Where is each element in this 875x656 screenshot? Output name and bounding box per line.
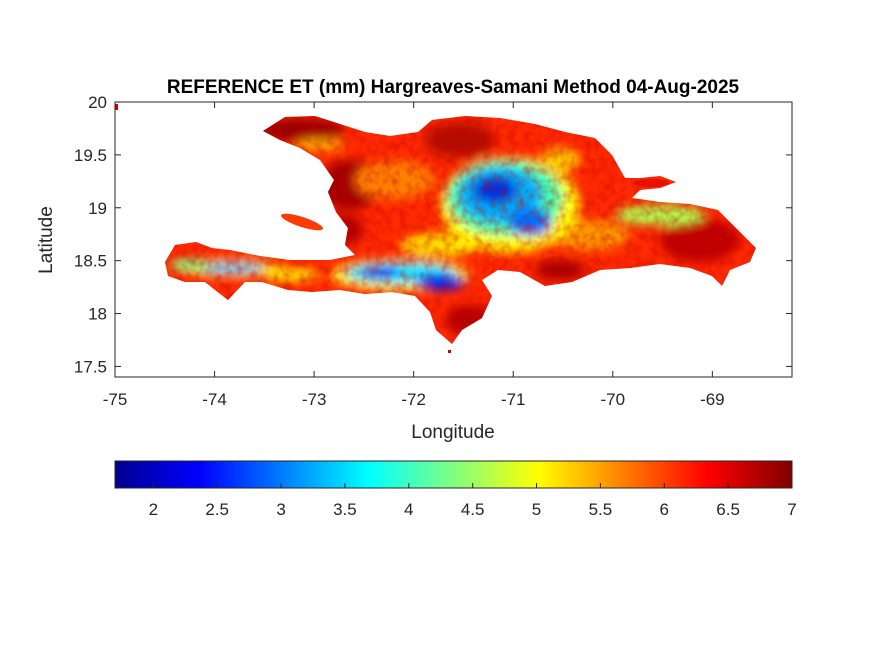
colorbar-tick-label: 2.5 xyxy=(205,500,229,519)
x-axis-label: Longitude xyxy=(411,422,494,443)
x-tick-label: -71 xyxy=(501,390,526,409)
x-tick-label: -73 xyxy=(302,390,327,409)
y-tick-label: 18 xyxy=(88,305,107,324)
colorbar xyxy=(114,460,793,489)
map-title: REFERENCE ET (mm) Hargreaves-Samani Meth… xyxy=(167,77,740,98)
x-tick-label: -74 xyxy=(202,390,227,409)
colorbar-tick-label: 4.5 xyxy=(461,500,485,519)
x-tick-label: -72 xyxy=(401,390,426,409)
gonave-island xyxy=(281,213,323,231)
y-tick-label: 18.5 xyxy=(74,252,107,271)
corner-speck xyxy=(115,104,118,110)
beata-speck xyxy=(448,350,451,353)
x-tick-label: -75 xyxy=(103,390,128,409)
colorbar-tick-label: 7 xyxy=(787,500,796,519)
colorbar-tick-label: 2 xyxy=(149,500,158,519)
x-axis-ticks: -75 -74 -73 -72 -71 -70 -69 xyxy=(103,102,725,409)
samana-patch xyxy=(633,179,669,187)
colorbar-tick-label: 3 xyxy=(276,500,285,519)
y-tick-label: 20 xyxy=(88,93,107,112)
colorbar-ticks: 2 2.5 3 3.5 4 4.5 5 5.5 6 6.5 7 xyxy=(149,483,797,519)
colorbar-tick-label: 5 xyxy=(532,500,541,519)
colorbar-tick-label: 5.5 xyxy=(589,500,613,519)
colorbar-tick-label: 3.5 xyxy=(333,500,357,519)
y-axis-ticks: 20 19.5 19 18.5 18 17.5 xyxy=(74,93,792,376)
y-tick-label: 17.5 xyxy=(74,357,107,376)
colorbar-tick-label: 6.5 xyxy=(716,500,740,519)
y-tick-label: 19 xyxy=(88,199,107,218)
colorbar-tick-label: 6 xyxy=(660,500,669,519)
colorbar-tick-label: 4 xyxy=(404,500,413,519)
x-tick-label: -70 xyxy=(601,390,626,409)
y-axis-label: Latitude xyxy=(36,206,57,274)
y-tick-label: 19.5 xyxy=(74,146,107,165)
x-tick-label: -69 xyxy=(700,390,725,409)
